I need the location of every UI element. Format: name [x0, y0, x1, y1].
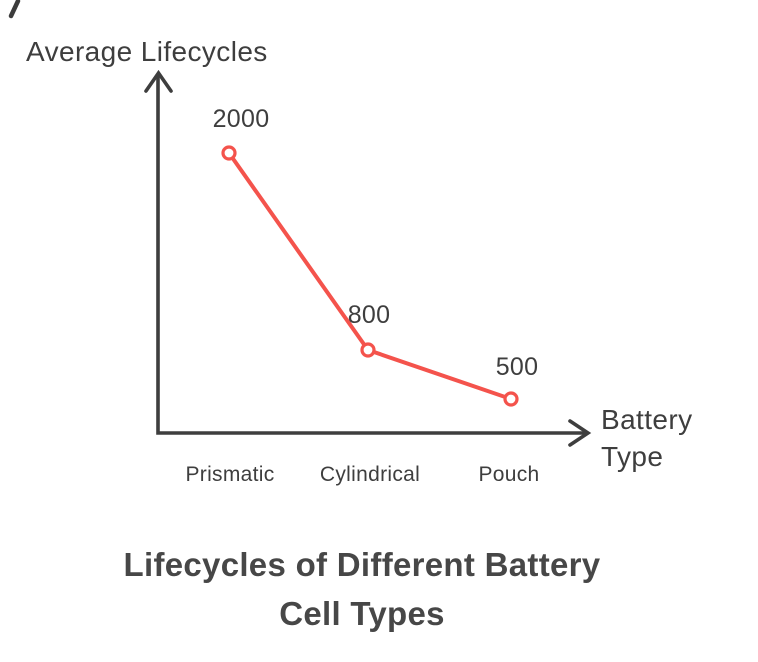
data-point-pouch: [503, 391, 519, 407]
tick-label-pouch: Pouch: [478, 463, 540, 486]
y-axis-arrow-icon: [144, 69, 173, 93]
y-axis-title: Average Lifecycles: [26, 36, 268, 67]
x-axis-title-line2: Type: [601, 441, 664, 472]
axes-lines: [156, 76, 585, 435]
chart-title-line1: Lifecycles of Different Battery: [123, 546, 601, 583]
x-axis-title: Battery Type: [601, 401, 693, 475]
data-point-prismatic: [221, 145, 237, 161]
top-left-mark: [8, 0, 21, 19]
value-label-prismatic: 2000: [212, 105, 270, 133]
data-line: [227, 151, 513, 401]
chart-title: Lifecycles of Different Battery Cell Typ…: [52, 540, 672, 638]
x-axis-arrow-icon: [568, 419, 592, 447]
tick-label-prismatic: Prismatic: [185, 463, 275, 486]
data-point-cylindrical: [360, 342, 376, 358]
x-axis-title-line1: Battery: [601, 404, 693, 435]
chart-title-line2: Cell Types: [279, 595, 445, 632]
value-label-cylindrical: 800: [347, 301, 391, 329]
tick-label-cylindrical: Cylindrical: [319, 463, 421, 486]
value-label-pouch: 500: [495, 353, 539, 381]
